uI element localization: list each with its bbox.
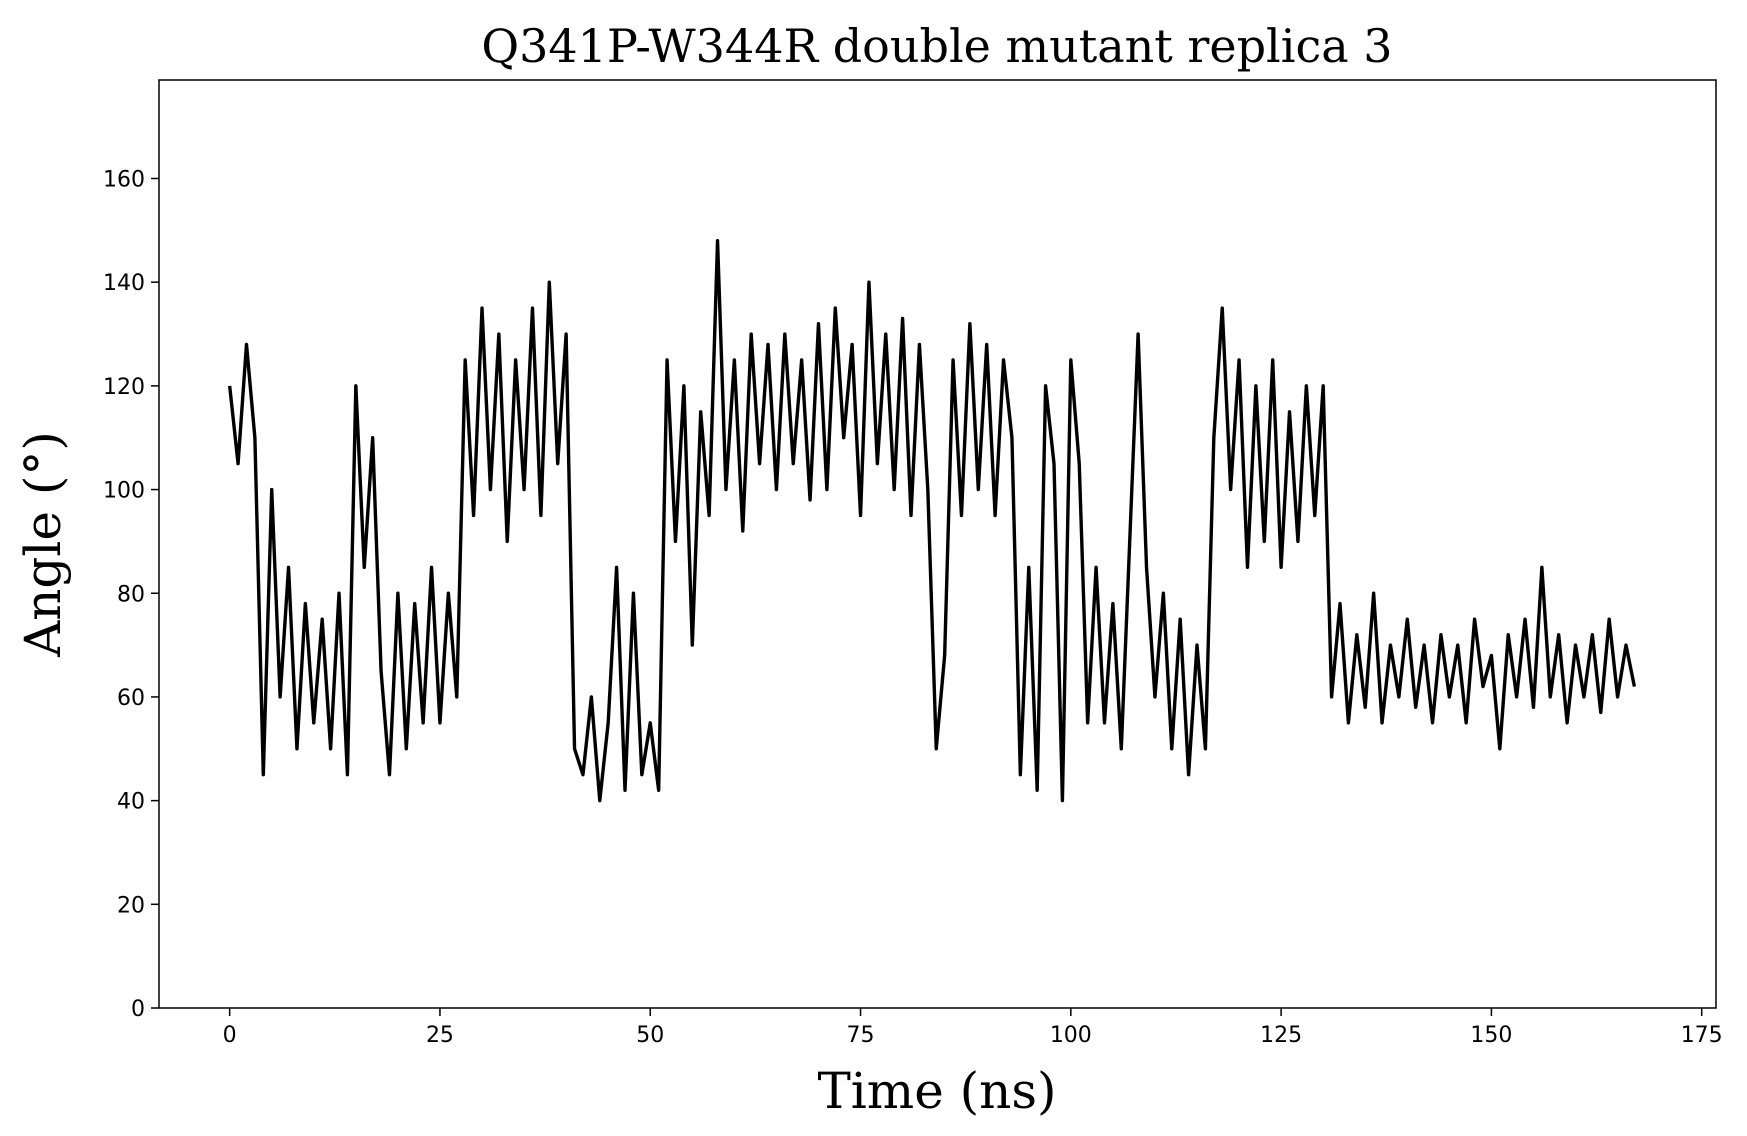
x-axis-label: Time (ns) [817,1062,1056,1120]
x-tick-label: 125 [1260,1023,1302,1048]
data-line [227,239,1637,803]
y-tick-label: 0 [131,997,145,1022]
plot-frame [158,79,1717,1009]
y-tick-label: 20 [117,893,145,918]
x-tick-label: 175 [1681,1023,1723,1048]
y-tick-label: 80 [117,582,145,607]
y-tick-label: 120 [103,375,145,400]
y-axis-label: Angle (°) [14,431,72,658]
chart-title: Q341P-W344R double mutant replica 3 [481,19,1392,73]
x-tick-label: 75 [847,1023,875,1048]
y-tick-label: 100 [103,479,145,504]
x-tick-label: 50 [636,1023,664,1048]
x-tick-label: 25 [426,1023,454,1048]
x-tick-label: 150 [1470,1023,1512,1048]
y-tick-label: 160 [103,168,145,193]
x-tick-label: 100 [1050,1023,1092,1048]
y-tick-label: 40 [117,790,145,815]
x-tick-label: 0 [223,1023,237,1048]
y-tick-label: 140 [103,271,145,296]
y-tick-label: 60 [117,686,145,711]
